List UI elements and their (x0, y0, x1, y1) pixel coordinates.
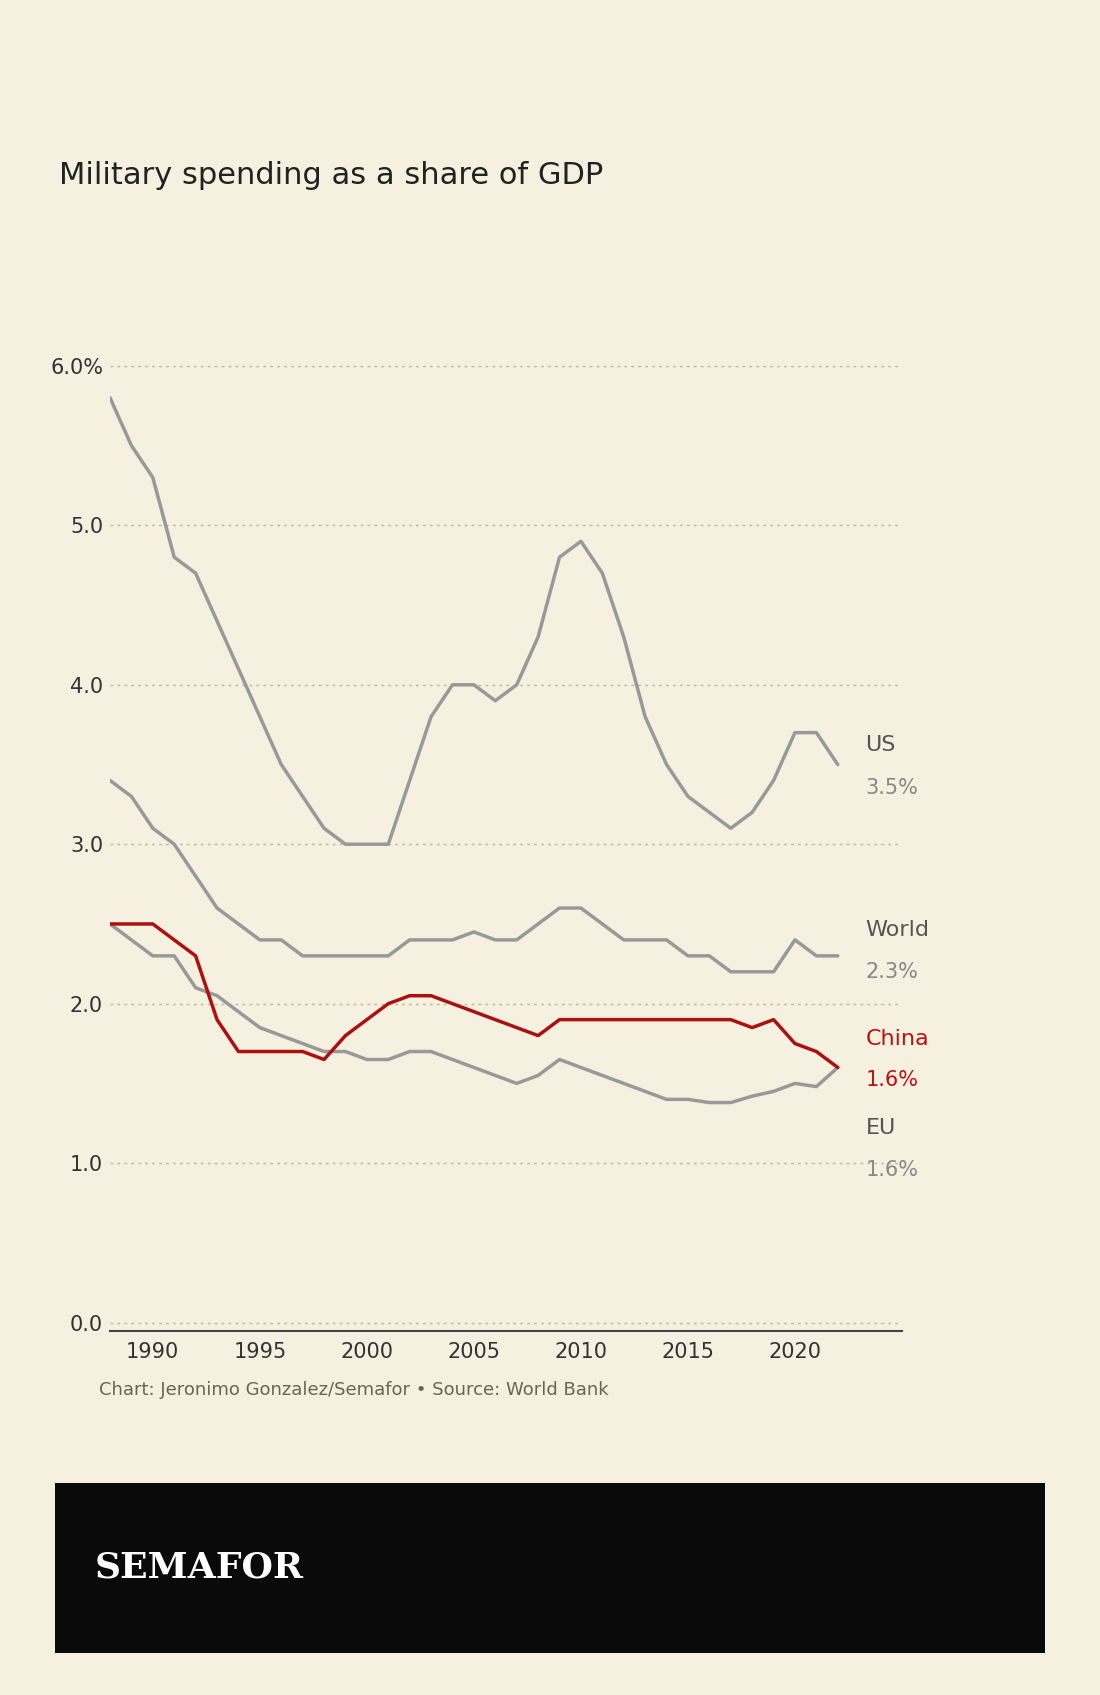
Text: US: US (866, 736, 896, 756)
Text: China: China (866, 1029, 930, 1049)
Text: Military spending as a share of GDP: Military spending as a share of GDP (58, 161, 603, 190)
Text: World: World (866, 920, 930, 941)
Text: Chart: Jeronimo Gonzalez/Semafor • Source: World Bank: Chart: Jeronimo Gonzalez/Semafor • Sourc… (99, 1381, 608, 1400)
Text: 1.6%: 1.6% (866, 1159, 918, 1180)
Text: 2.3%: 2.3% (866, 961, 918, 981)
Text: EU: EU (866, 1119, 895, 1137)
Text: 3.5%: 3.5% (866, 778, 918, 798)
Text: SEMAFOR: SEMAFOR (95, 1551, 304, 1585)
Text: 1.6%: 1.6% (866, 1070, 918, 1090)
